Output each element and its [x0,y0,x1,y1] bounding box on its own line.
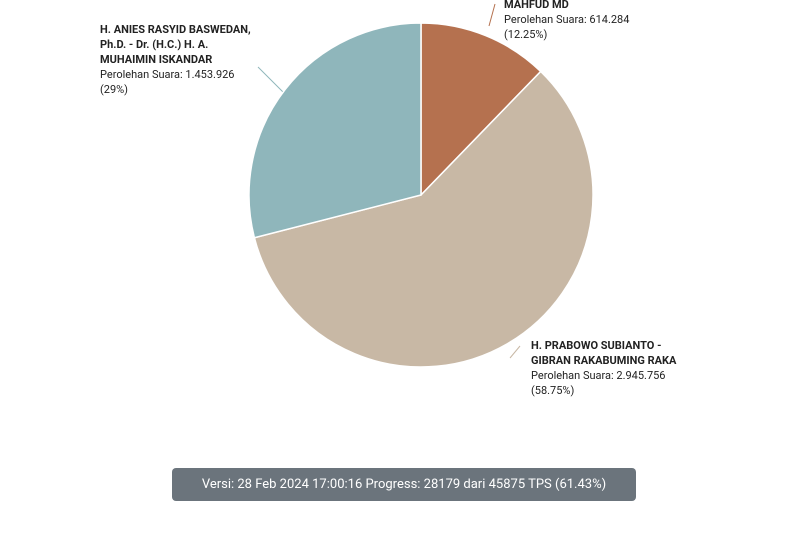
slice-label: MAHFUD MD Perolehan Suara: 614.284 (12.25%… [504,0,654,42]
vote-count: Perolehan Suara: 614.284 [504,13,630,26]
leader-line [488,3,496,27]
slice-name: MAHFUD MD [504,0,569,11]
value-label: (12.25%) [504,28,548,41]
value-label: (58.75%) [531,384,575,397]
slice-label: H. PRABOWO SUBIANTO - GIBRAN RAKABUMING … [531,338,681,398]
leader-line [509,345,521,359]
pie-slice [248,22,422,239]
slice-name: H. ANIES RASYID BASWEDAN, Ph.D. - Dr. (H… [100,23,251,66]
pie-slice [420,22,542,197]
slice-label: H. ANIES RASYID BASWEDAN, Ph.D. - Dr. (H… [100,22,258,97]
value-label: (29%) [100,83,129,96]
vote-count: Perolehan Suara: 2.945.756 [531,369,666,382]
vote-count: Perolehan Suara: 1.453.926 [100,68,235,81]
slice-name: H. PRABOWO SUBIANTO - GIBRAN RAKABUMING … [531,339,677,367]
pie-slice [253,70,594,368]
version-badge: Versi: 28 Feb 2024 17:00:16 Progress: 28… [172,468,636,501]
leader-line [257,66,285,94]
